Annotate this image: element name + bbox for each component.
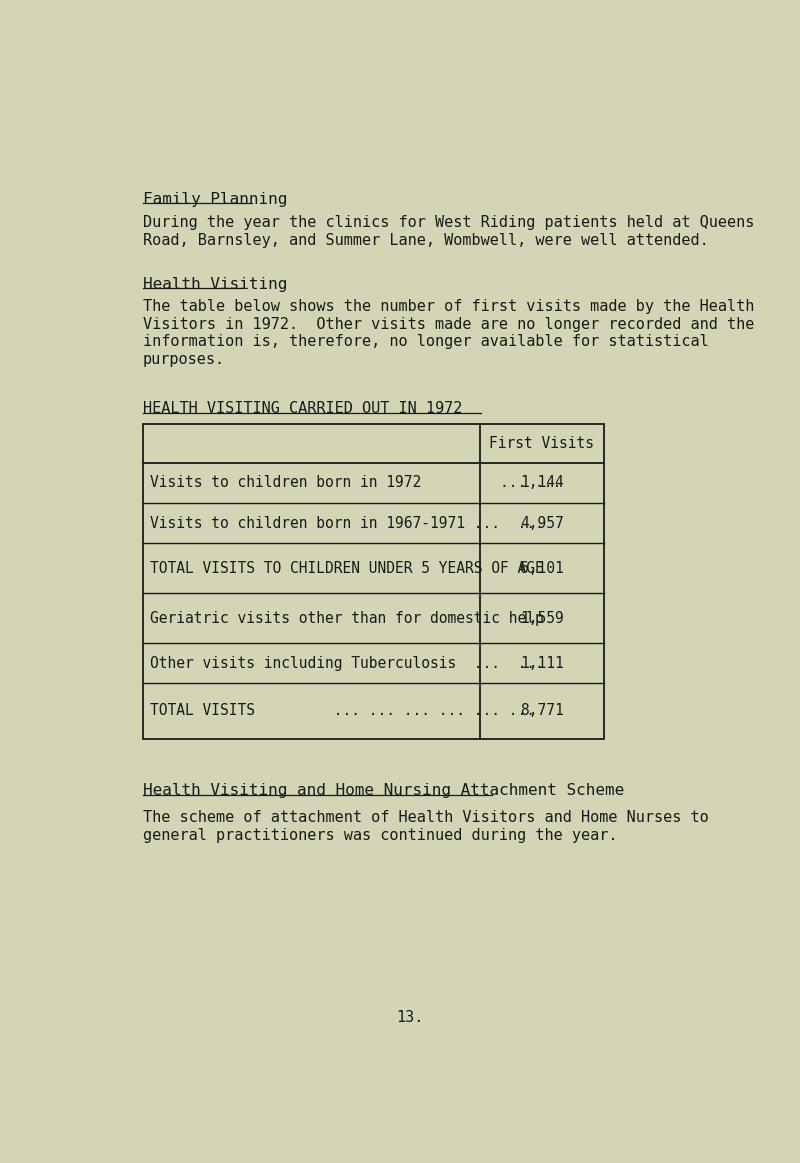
Text: Visitors in 1972.  Other visits made are no longer recorded and the: Visitors in 1972. Other visits made are … [142, 316, 754, 331]
Text: 1,559: 1,559 [520, 611, 564, 626]
Text: Road, Barnsley, and Summer Lane, Wombwell, were well attended.: Road, Barnsley, and Summer Lane, Wombwel… [142, 233, 708, 248]
Text: Health Visiting and Home Nursing Attachment Scheme: Health Visiting and Home Nursing Attachm… [142, 783, 624, 798]
Text: 1,111: 1,111 [520, 656, 564, 671]
Text: 6,101: 6,101 [520, 561, 564, 576]
Text: TOTAL VISITS         ... ... ... ... ... ...: TOTAL VISITS ... ... ... ... ... ... [150, 704, 535, 719]
Text: 1,144: 1,144 [520, 476, 564, 491]
Text: Visits to children born in 1972         ... ...: Visits to children born in 1972 ... ... [150, 476, 562, 491]
Text: TOTAL VISITS TO CHILDREN UNDER 5 YEARS OF AGE: TOTAL VISITS TO CHILDREN UNDER 5 YEARS O… [150, 561, 544, 576]
Text: information is, therefore, no longer available for statistical: information is, therefore, no longer ava… [142, 335, 708, 349]
Text: During the year the clinics for West Riding patients held at Queens: During the year the clinics for West Rid… [142, 215, 754, 230]
Text: First Visits: First Visits [490, 436, 594, 451]
Text: Other visits including Tuberculosis  ...  ...: Other visits including Tuberculosis ... … [150, 656, 544, 671]
Text: Geriatric visits other than for domestic help: Geriatric visits other than for domestic… [150, 611, 544, 626]
Text: HEALTH VISITING CARRIED OUT IN 1972: HEALTH VISITING CARRIED OUT IN 1972 [142, 401, 462, 416]
Text: Visits to children born in 1967-1971 ...  ...: Visits to children born in 1967-1971 ...… [150, 515, 544, 530]
Text: Family Planning: Family Planning [142, 192, 287, 207]
Text: purposes.: purposes. [142, 352, 225, 368]
Bar [142, 424, 604, 739]
Text: Health Visiting: Health Visiting [142, 277, 287, 292]
Text: The scheme of attachment of Health Visitors and Home Nurses to: The scheme of attachment of Health Visit… [142, 811, 708, 826]
Text: 4,957: 4,957 [520, 515, 564, 530]
Text: 13.: 13. [396, 1009, 424, 1025]
Text: general practitioners was continued during the year.: general practitioners was continued duri… [142, 828, 617, 843]
Text: The table below shows the number of first visits made by the Health: The table below shows the number of firs… [142, 299, 754, 314]
Text: 8,771: 8,771 [520, 704, 564, 719]
